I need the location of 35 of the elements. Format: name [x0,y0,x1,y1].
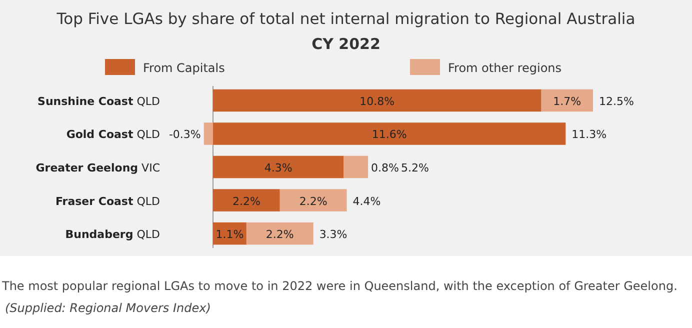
bar [280,189,347,212]
data-label: 0.8% [371,162,399,174]
text: The most popular regional LGAs to move to in 2022 were in Queensland, with the exception of Greater Geelong. [1,279,678,293]
total-label: 5.2% [401,162,429,174]
y-tick-label: Sunshine Coast QLD [38,94,160,108]
y-tick-label: Bundaberg QLD [65,228,160,242]
bar [344,156,368,178]
data-label: 2.2% [232,194,260,208]
bar [541,89,593,112]
total-label: 11.3% [572,128,607,142]
bar [213,156,344,178]
total-label: 12.5% [599,94,634,108]
legend-label: From other regions [448,61,562,75]
bar [213,189,280,212]
y-tick-label: Greater Geelong VIC [36,162,160,174]
data-label: 11.6% [372,128,407,142]
data-label: -0.3% [168,128,201,142]
chart-subtitle: CY 2022 [312,35,380,53]
y-tick-label: Fraser Coast QLD [55,194,160,208]
data-label: 10.8% [360,94,395,108]
bar [213,122,566,145]
bar [204,122,213,145]
data-label: 2.2% [299,194,328,208]
data-label: 2.2% [266,228,294,242]
bar [213,89,542,112]
text: (Supplied: Regional Movers Index) [5,301,211,315]
y-tick-label: Gold Coast QLD [66,128,160,142]
legend-label: From Capitals [143,61,225,75]
data-label: 1.1% [216,228,244,242]
bar [246,222,314,245]
total-label: 4.4% [352,194,381,208]
chart-title: Top Five LGAs by share of total net internal migration to Regional Australia [56,10,636,28]
data-label: 1.7% [553,94,582,108]
data-label: 4.3% [264,162,292,174]
total-label: 3.3% [319,228,348,242]
